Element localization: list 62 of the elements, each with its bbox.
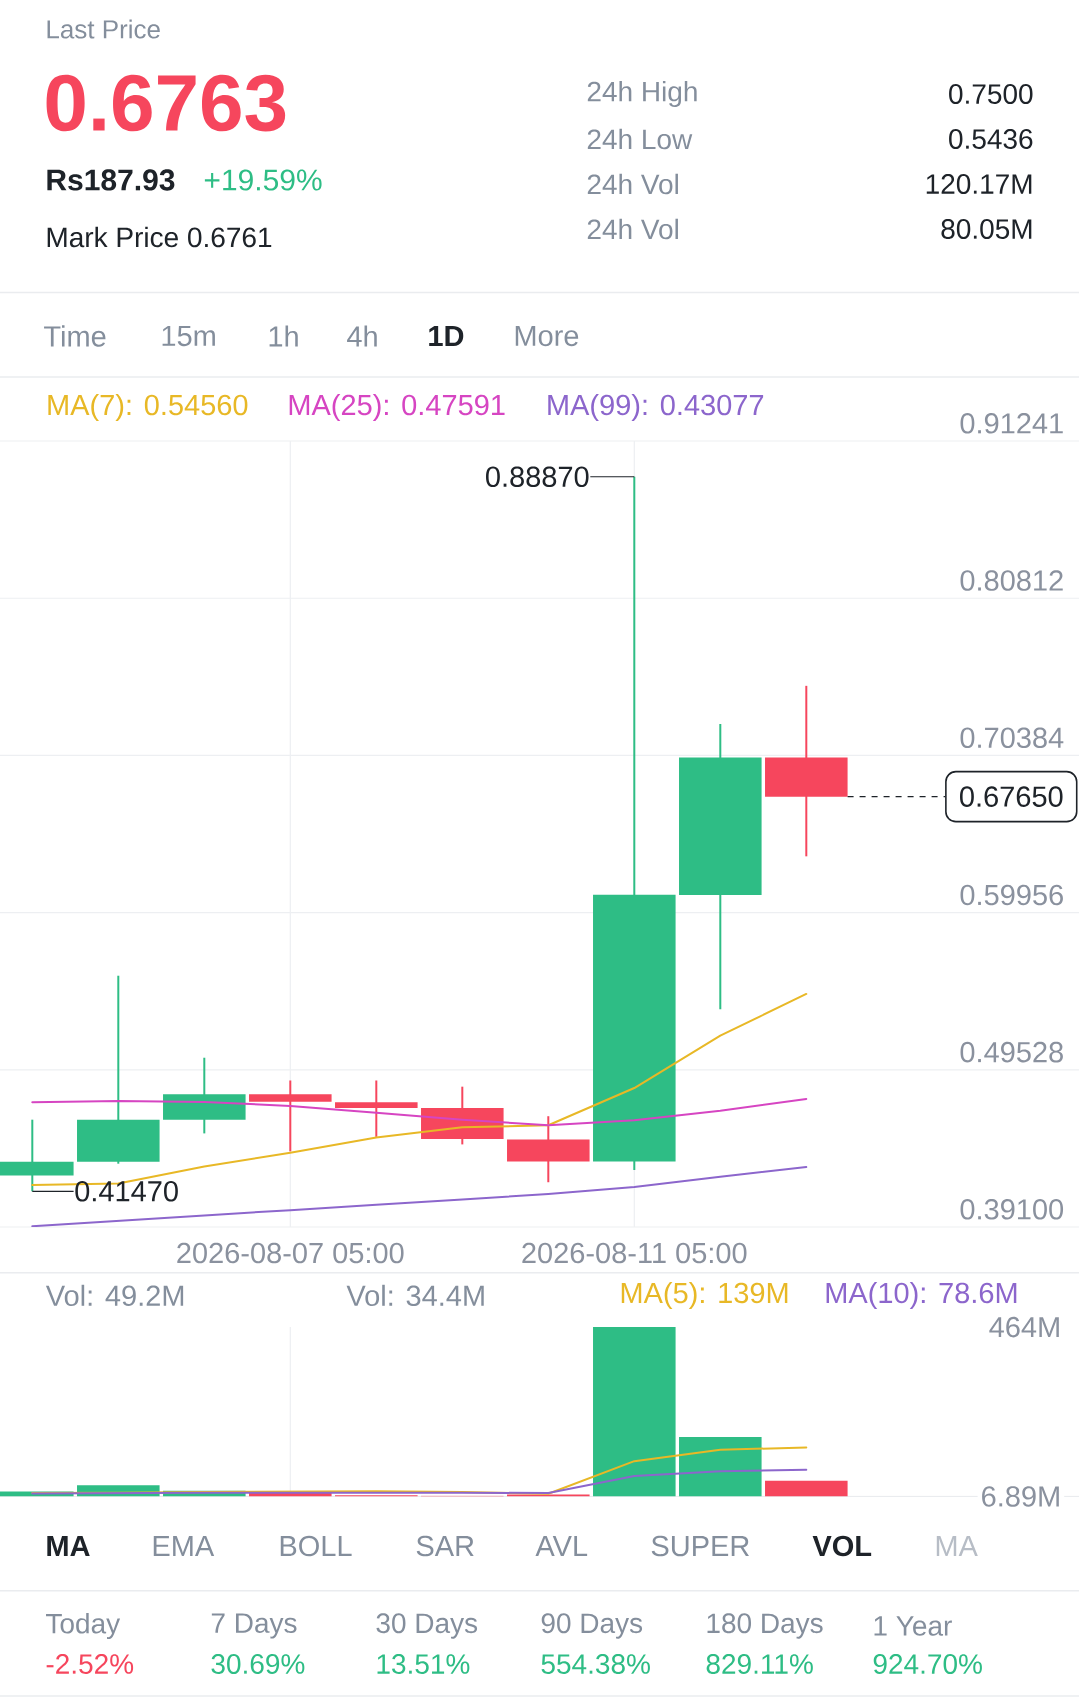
y-tick-label: 0.49528	[960, 1041, 1063, 1063]
text: 30.69%	[211, 1654, 305, 1674]
y-tick-label: 0.39100	[960, 1199, 1064, 1220]
bar	[593, 1327, 676, 1497]
text: 0.6763	[46, 74, 286, 132]
text: 1D	[429, 326, 464, 346]
text: Mark Price 0.6761	[47, 226, 272, 248]
text: BOLL	[280, 1535, 352, 1557]
x-tick-label: 2026-08-07 05:00	[177, 1242, 404, 1264]
text: More	[515, 325, 579, 347]
text: 4h	[347, 325, 377, 347]
text: 24h Low	[587, 128, 693, 150]
y-tick-label: 464M	[989, 1316, 1059, 1338]
y-tick-label: 0.70384	[960, 727, 1064, 749]
text: -2.52%	[46, 1654, 134, 1674]
text: MA(7): 0.54560	[48, 394, 248, 422]
text: Last Price	[47, 19, 160, 39]
text: MA(10): 78.6M	[826, 1281, 1017, 1309]
x-tick-label: 2026-08-11 05:00	[522, 1242, 747, 1264]
y-tick-label: 0.91241	[960, 413, 1063, 434]
text: 924.70%	[873, 1654, 982, 1674]
text: 30 Days	[376, 1613, 478, 1639]
text: 15m	[162, 325, 215, 347]
text: 1h	[269, 325, 298, 347]
text: MA(5): 139M	[621, 1281, 788, 1309]
text: 1 Year	[874, 1616, 952, 1636]
text: Time	[44, 325, 106, 347]
text: MA(99): 0.43077	[548, 394, 764, 422]
bar	[765, 1480, 848, 1497]
text: 24h Vol	[587, 173, 678, 195]
y-tick-label: 0.80812	[960, 570, 1063, 591]
text: MA(25): 0.47591	[289, 394, 505, 422]
text: Rs187.93	[47, 169, 175, 191]
text: 90 Days	[541, 1613, 643, 1639]
annotation: 0.88870	[486, 466, 589, 488]
y-tick-label: 0.59956	[960, 884, 1063, 906]
text: AVL	[535, 1536, 588, 1556]
text: 80.05M	[941, 219, 1032, 239]
text: 829.11%	[706, 1654, 813, 1674]
text: 0.7500	[949, 84, 1033, 104]
text: 180 Days	[707, 1613, 823, 1639]
text: 0.5436	[949, 129, 1033, 149]
text: SUPER	[651, 1535, 749, 1557]
text: MA	[47, 1536, 90, 1556]
text: MA	[936, 1536, 978, 1556]
text: +19.59%	[204, 169, 322, 191]
text: Today	[46, 1612, 121, 1640]
annotation: 0.41470	[75, 1181, 178, 1202]
text: 13.51%	[377, 1654, 470, 1674]
y-tick-label: 6.89M	[982, 1486, 1059, 1507]
ref-line-label: 0.67650	[960, 786, 1063, 807]
text: SAR	[416, 1535, 474, 1557]
bar	[679, 1437, 762, 1497]
text: 24h High	[587, 80, 697, 108]
text: 120.17M	[926, 174, 1032, 194]
text: 24h Vol	[587, 218, 678, 240]
text: Vol: 49.2M	[45, 1284, 184, 1307]
text: VOL	[812, 1535, 872, 1557]
text: Vol: 34.4M	[346, 1284, 484, 1307]
text: 554.38%	[541, 1654, 650, 1674]
text: EMA	[153, 1536, 215, 1556]
text: 7 Days	[211, 1613, 297, 1639]
